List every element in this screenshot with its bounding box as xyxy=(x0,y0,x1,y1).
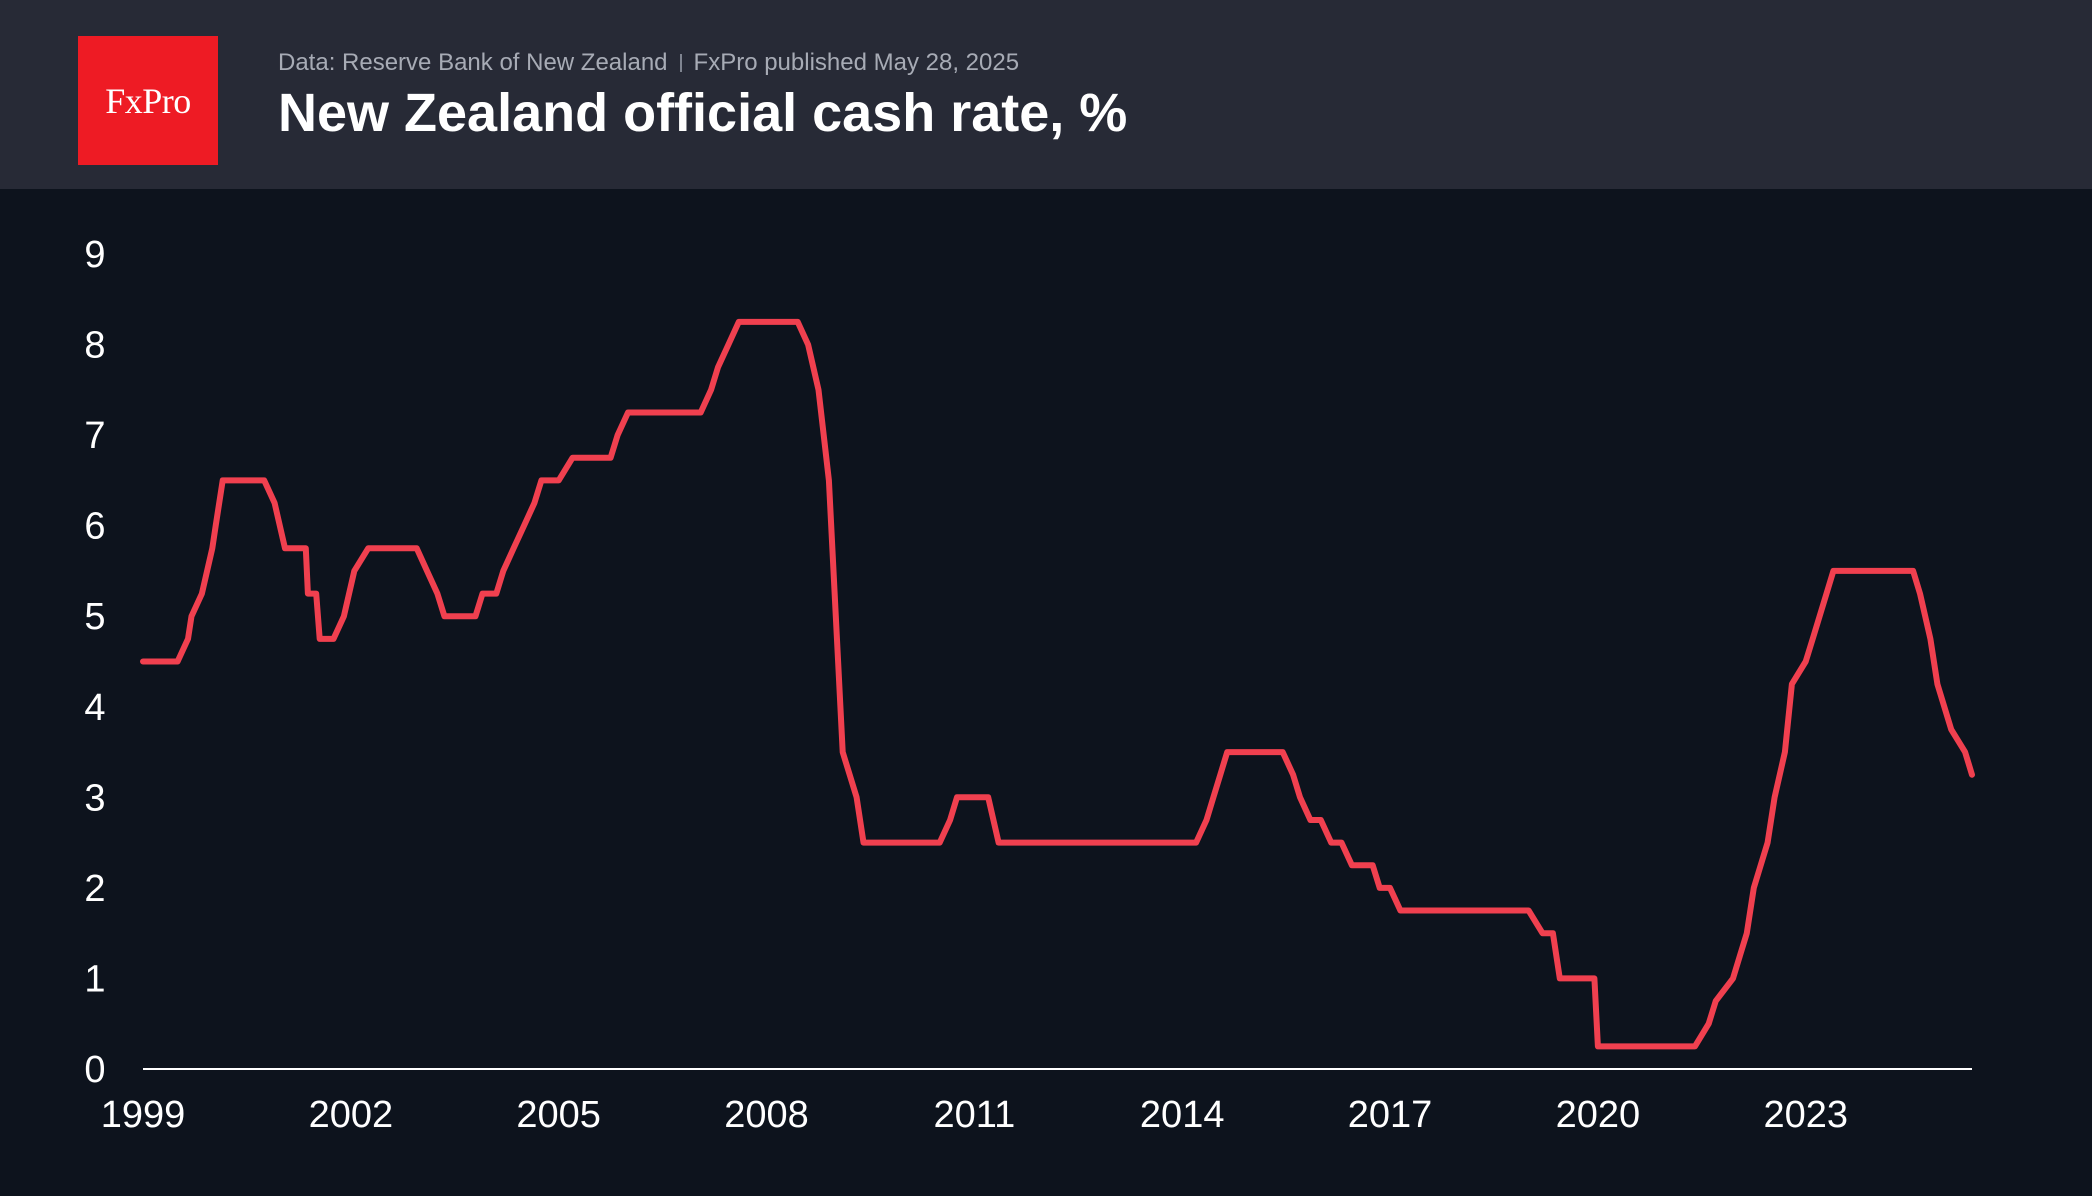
fxpro-logo: FxPro xyxy=(78,36,218,165)
cash-rate-chart: 0 1 2 3 4 5 6 7 8 9 1999 2002 2005 2008 2011 2014 2017 20… xyxy=(84,234,1975,1136)
chart-title: New Zealand official cash rate, % xyxy=(278,83,1128,143)
meta-divider xyxy=(679,54,682,72)
y-tick-label: 0 xyxy=(84,1049,105,1091)
y-tick-label: 2 xyxy=(84,868,105,910)
y-tick-label: 1 xyxy=(84,958,105,1000)
y-tick-label: 9 xyxy=(84,234,105,276)
chart-meta: Data: Reserve Bank of New Zealand FxPro … xyxy=(278,48,1019,78)
y-tick-label: 7 xyxy=(84,415,105,457)
chart-header: FxPro Data: Reserve Bank of New Zealand … xyxy=(0,0,2092,189)
x-tick-label: 2023 xyxy=(1763,1094,1848,1136)
x-tick-label: 2017 xyxy=(1348,1094,1433,1136)
x-tick-label: 2008 xyxy=(724,1094,809,1136)
logo-text: FxPro xyxy=(105,80,191,121)
x-tick-label: 2020 xyxy=(1556,1094,1641,1136)
cash-rate-line xyxy=(140,318,1975,1050)
y-tick-label: 4 xyxy=(84,687,105,729)
y-tick-label: 3 xyxy=(84,777,105,819)
x-tick-label: 1999 xyxy=(101,1094,186,1136)
y-tick-label: 8 xyxy=(84,325,105,367)
y-tick-label: 6 xyxy=(84,506,105,548)
data-source: Data: Reserve Bank of New Zealand xyxy=(278,49,668,76)
publisher-note: FxPro published May 28, 2025 xyxy=(693,49,1020,76)
x-tick-label: 2002 xyxy=(309,1094,394,1136)
y-tick-label: 5 xyxy=(84,596,105,638)
x-tick-label: 2014 xyxy=(1140,1094,1225,1136)
x-tick-label: 2005 xyxy=(516,1094,601,1136)
x-tick-label: 2011 xyxy=(934,1094,1016,1136)
